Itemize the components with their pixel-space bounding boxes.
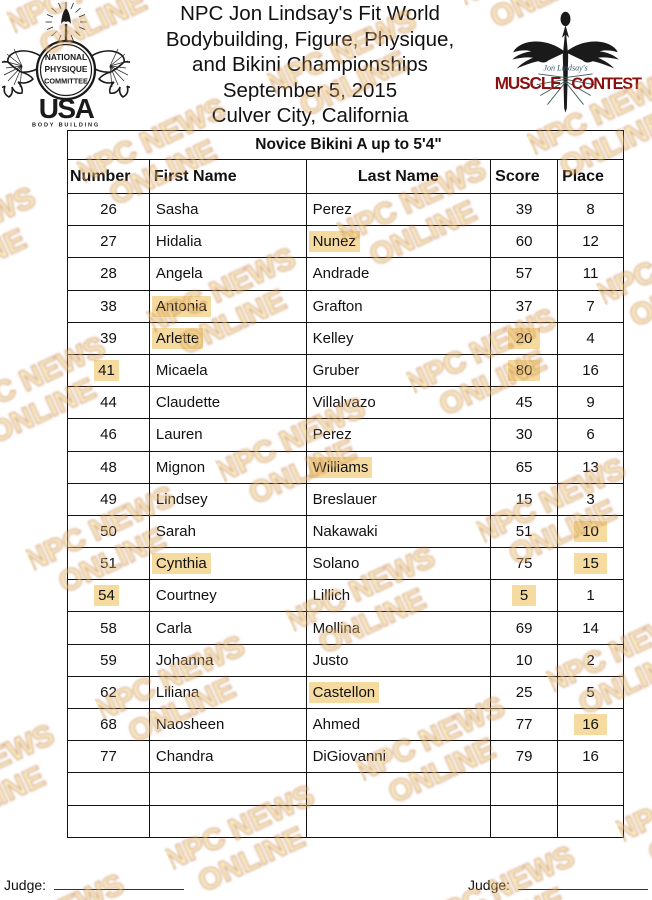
svg-text:PHYSIQUE: PHYSIQUE <box>45 64 88 74</box>
svg-text:MUSCLE: MUSCLE <box>495 74 561 93</box>
svg-text:NATIONAL: NATIONAL <box>45 52 87 62</box>
svg-text:Jon Lindsay's: Jon Lindsay's <box>543 63 587 72</box>
svg-text:USA: USA <box>39 93 95 124</box>
svg-text:CONTEST: CONTEST <box>571 75 642 93</box>
svg-text:COMMITTEE: COMMITTEE <box>44 77 88 86</box>
svg-text:BODY BUILDING: BODY BUILDING <box>32 123 100 129</box>
